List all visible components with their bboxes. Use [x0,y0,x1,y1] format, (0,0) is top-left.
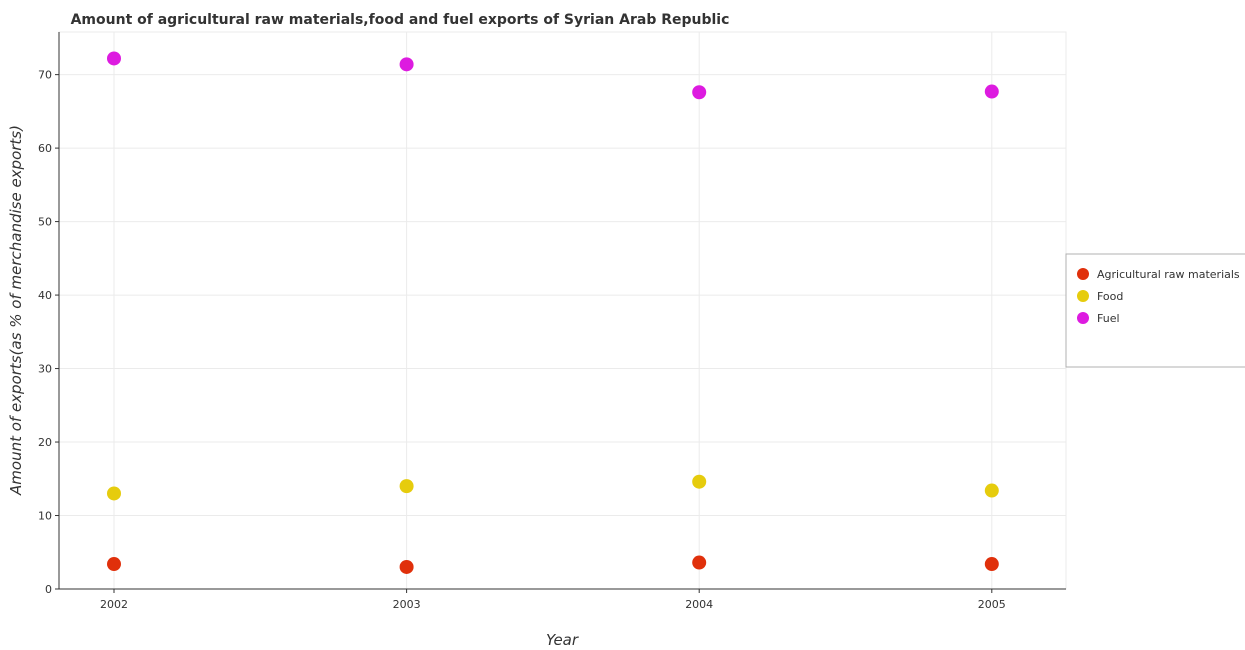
legend-label-food: Food [1097,290,1123,303]
x-axis-label: Year [546,631,579,649]
fuel-point-2002 [107,51,121,66]
y-axis-label: Amount of exports(as % of merchandise ex… [7,125,25,496]
y-tick-label: 60 [38,142,52,155]
x-tick-label: 2003 [393,598,421,611]
legend-marker-agricultural-raw-materials [1077,268,1089,280]
agricultural-raw-materials-point-2002 [107,557,121,572]
y-tick-label: 40 [38,289,52,302]
y-tick-label: 30 [38,363,52,376]
legend: Agricultural raw materials Food Fuel [1065,253,1245,368]
fuel-point-2003 [399,57,414,72]
food-point-2004 [692,474,707,489]
plot-background [58,31,1067,590]
agricultural-raw-materials-point-2005 [984,557,999,572]
y-ticks: 0 10 20 30 40 50 60 70 [38,69,59,596]
fuel-point-2005 [984,84,999,99]
x-tick-label: 2002 [100,598,128,611]
food-point-2003 [399,479,414,494]
legend-marker-food [1077,290,1089,302]
data-points [107,51,999,574]
legend-label-fuel: Fuel [1097,312,1120,325]
x-ticks: 2002 2003 2004 2005 [100,589,1006,611]
y-tick-label: 20 [38,436,52,449]
agricultural-raw-materials-point-2003 [399,559,414,574]
chart-title: Amount of agricultural raw materials,foo… [71,12,730,28]
fuel-point-2004 [692,85,707,100]
food-point-2002 [107,486,121,501]
legend-label-agricultural-raw-materials: Agricultural raw materials [1097,268,1240,281]
agricultural-raw-materials-point-2004 [692,555,707,570]
plot-area: 2002 2003 2004 2005 0 10 20 30 40 50 60 70 [38,31,1067,611]
legend-marker-fuel [1077,312,1089,324]
y-tick-label: 70 [38,69,52,82]
y-tick-label: 50 [38,216,52,229]
legend-box [1065,253,1245,368]
x-tick-label: 2005 [978,598,1006,611]
y-tick-label: 10 [38,510,52,523]
y-tick-label: 0 [45,583,52,596]
food-point-2005 [984,483,999,498]
x-tick-label: 2004 [685,598,713,611]
